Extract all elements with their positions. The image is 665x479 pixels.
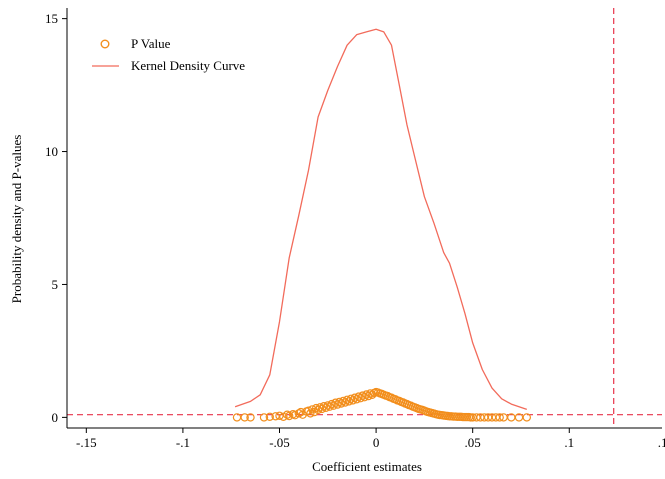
x-tick-label: .1 xyxy=(564,435,574,450)
p-value-point xyxy=(339,396,348,406)
p-value-point xyxy=(246,413,255,422)
p-value-point xyxy=(346,394,356,403)
legend-p-value-label: P Value xyxy=(131,36,171,51)
p-value-point xyxy=(344,397,354,406)
p-value-point xyxy=(294,409,303,418)
kernel-density-curve xyxy=(234,28,528,411)
p-value-point xyxy=(271,412,280,421)
x-tick-label: .15 xyxy=(658,435,665,450)
y-tick-label: 5 xyxy=(52,277,59,292)
p-value-point xyxy=(285,411,294,421)
y-axis-ticks: 0 5 10 15 xyxy=(45,11,67,425)
p-value-points-layer xyxy=(232,387,532,422)
x-tick-label: -.1 xyxy=(176,435,190,450)
p-value-point xyxy=(321,403,331,412)
p-value-point xyxy=(522,413,532,422)
p-value-point xyxy=(296,407,305,417)
y-axis-title: Probability density and P-values xyxy=(9,135,24,304)
p-value-point xyxy=(265,412,274,421)
p-value-point xyxy=(331,398,340,407)
p-value-point xyxy=(356,394,365,403)
x-tick-label: .05 xyxy=(465,435,481,450)
p-value-point xyxy=(306,409,315,418)
p-value-point xyxy=(335,397,344,407)
p-value-point xyxy=(312,403,321,413)
axes: -.15 -.1 -.05 0 .05 .1 .15 0 5 10 15 xyxy=(45,8,665,450)
legend-kernel-density-label: Kernel Density Curve xyxy=(131,58,245,73)
density-curve-layer xyxy=(234,28,528,411)
p-value-point xyxy=(315,403,325,412)
p-value-point xyxy=(283,410,292,419)
p-value-point xyxy=(313,405,323,415)
y-tick-label: 0 xyxy=(52,410,59,425)
x-tick-label: -.15 xyxy=(76,435,97,450)
y-tick-label: 15 xyxy=(45,11,58,26)
legend-p-value-marker xyxy=(100,39,110,49)
p-value-point xyxy=(319,402,329,411)
p-value-point xyxy=(323,401,332,410)
p-value-point xyxy=(327,399,336,409)
p-value-point xyxy=(240,413,249,422)
p-value-point xyxy=(342,395,352,404)
reference-lines xyxy=(67,8,662,428)
p-value-point xyxy=(259,413,269,422)
x-axis-title: Coefficient estimates xyxy=(312,459,422,474)
x-tick-label: -.05 xyxy=(269,435,290,450)
legend: P Value Kernel Density Curve xyxy=(92,36,245,73)
p-value-point xyxy=(275,411,284,420)
p-value-point xyxy=(350,393,359,402)
p-value-point xyxy=(362,390,371,399)
x-axis-ticks: -.15 -.1 -.05 0 .05 .1 .15 xyxy=(76,428,665,450)
x-tick-label: 0 xyxy=(373,435,380,450)
p-value-point xyxy=(495,413,504,422)
p-value-point xyxy=(325,402,334,411)
p-value-point xyxy=(354,392,363,401)
p-value-point xyxy=(358,391,367,400)
p-value-point xyxy=(337,399,346,408)
y-tick-label: 10 xyxy=(45,144,58,159)
